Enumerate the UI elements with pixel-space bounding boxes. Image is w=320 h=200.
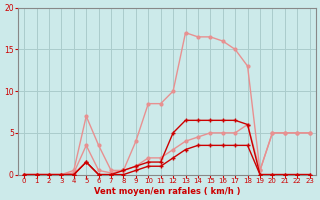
X-axis label: Vent moyen/en rafales ( km/h ): Vent moyen/en rafales ( km/h ) [94,187,240,196]
